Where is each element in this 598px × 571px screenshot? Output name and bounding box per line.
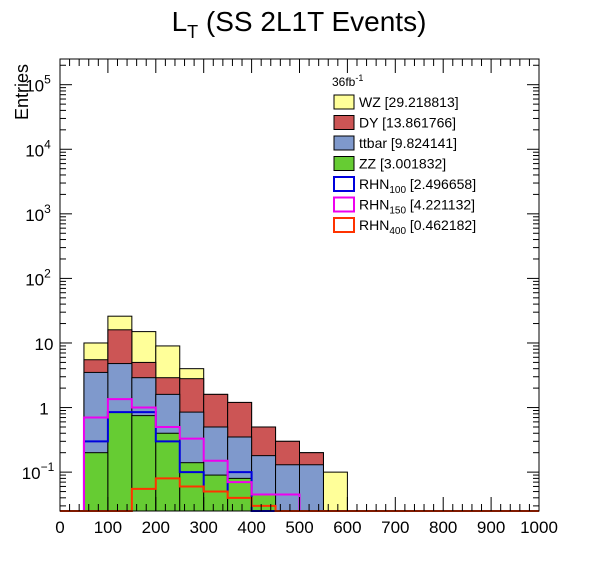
bar-zz-400: [251, 494, 277, 512]
y-tick-base: 1: [39, 400, 48, 419]
bar-zz-100: [107, 411, 133, 512]
legend-label-base: RHN: [359, 176, 389, 192]
lumi-label: 36fb-1: [332, 73, 363, 89]
chart-title-main: L: [172, 6, 188, 37]
y-axis-label: Entries: [12, 64, 32, 120]
bar-zz-200: [155, 432, 181, 512]
x-tick-label: 200: [142, 518, 170, 537]
chart-title-subscript: T: [187, 22, 198, 42]
y-tick-exponent: 5: [44, 73, 51, 87]
x-tick-label: 900: [477, 518, 505, 537]
y-tick-base: 10: [35, 335, 54, 354]
y-tick-label: 104: [25, 137, 51, 160]
y-tick-label: 1: [39, 400, 48, 419]
y-tick-base: 10: [25, 77, 44, 96]
bar-ttbar-500: [299, 464, 324, 512]
chart-title: LT (SS 2L1T Events): [172, 6, 427, 42]
y-tick-base: 10: [25, 270, 44, 289]
lumi-exponent: -1: [355, 73, 363, 83]
y-tick-label: 105: [25, 73, 51, 96]
legend-swatch-rhn100: [333, 176, 355, 192]
chart-title-rest: (SS 2L1T Events): [198, 6, 426, 37]
legend-label-value: [4.221132]: [406, 197, 475, 213]
x-tick-label: 500: [285, 518, 313, 537]
legend-swatch-dy: [333, 115, 355, 130]
y-tick-exponent: −1: [41, 460, 55, 474]
x-tick-label: 300: [190, 518, 218, 537]
x-tick-label: 1000: [520, 518, 558, 537]
lumi-value: 36fb: [332, 75, 356, 89]
bar-zz-300: [203, 474, 229, 512]
legend-label-base: RHN: [359, 217, 389, 233]
legend-label-rhn400: RHN400 [0.462182]: [359, 217, 476, 237]
y-tick-label: 103: [25, 202, 51, 225]
y-tick-exponent: 4: [44, 137, 51, 151]
legend-label-dy: DY [13.861766]: [359, 115, 456, 131]
y-tick-exponent: 3: [44, 202, 51, 216]
y-tick-label: 102: [25, 266, 51, 289]
legend-swatch-ttbar: [333, 135, 355, 151]
y-tick-exponent: 2: [44, 266, 51, 280]
x-tick-label: 0: [55, 518, 64, 537]
legend: WZ [29.218813] DY [13.861766] ttbar [9.824…: [333, 94, 476, 237]
x-tick-label: 400: [237, 518, 265, 537]
legend-label-rhn150: RHN150 [4.221132]: [359, 197, 475, 217]
x-tick-label: 700: [381, 518, 409, 537]
y-tick-label: 10−1: [22, 460, 55, 483]
legend-label-ttbar: ttbar [9.824141]: [359, 135, 457, 151]
bar-zz-150: [131, 415, 157, 512]
bar-zz-50: [83, 452, 109, 512]
legend-label-base: RHN: [359, 197, 389, 213]
legend-label-subscript: 100: [389, 185, 406, 196]
y-tick-base: 10: [25, 141, 44, 160]
x-tick-label: 800: [429, 518, 457, 537]
legend-label-value: [2.496658]: [406, 176, 476, 192]
y-tick-label: 10: [35, 335, 54, 354]
bar-ttbar-450: [275, 464, 300, 512]
bar-wz-550: [322, 471, 348, 512]
bar-zz-350: [227, 477, 253, 512]
legend-label-subscript: 150: [389, 206, 406, 217]
y-tick-base: 10: [25, 206, 44, 225]
legend-label-value: [0.462182]: [406, 217, 476, 233]
legend-label-zz: ZZ [3.001832]: [359, 156, 446, 172]
x-axis: 0 100 200 300 400 500 600 700 800 900 1000: [55, 59, 558, 537]
stacked-bars: [83, 315, 348, 512]
legend-label-subscript: 400: [389, 226, 406, 237]
legend-label-wz: WZ [29.218813]: [359, 94, 459, 110]
legend-label-rhn100: RHN100 [2.496658]: [359, 176, 476, 196]
x-tick-label: 100: [94, 518, 122, 537]
x-tick-label: 600: [333, 518, 361, 537]
legend-swatch-rhn400: [333, 217, 355, 233]
y-tick-base: 10: [22, 464, 41, 483]
legend-swatch-wz: [333, 94, 355, 110]
legend-swatch-rhn150: [333, 196, 355, 213]
legend-swatch-zz: [333, 156, 355, 171]
